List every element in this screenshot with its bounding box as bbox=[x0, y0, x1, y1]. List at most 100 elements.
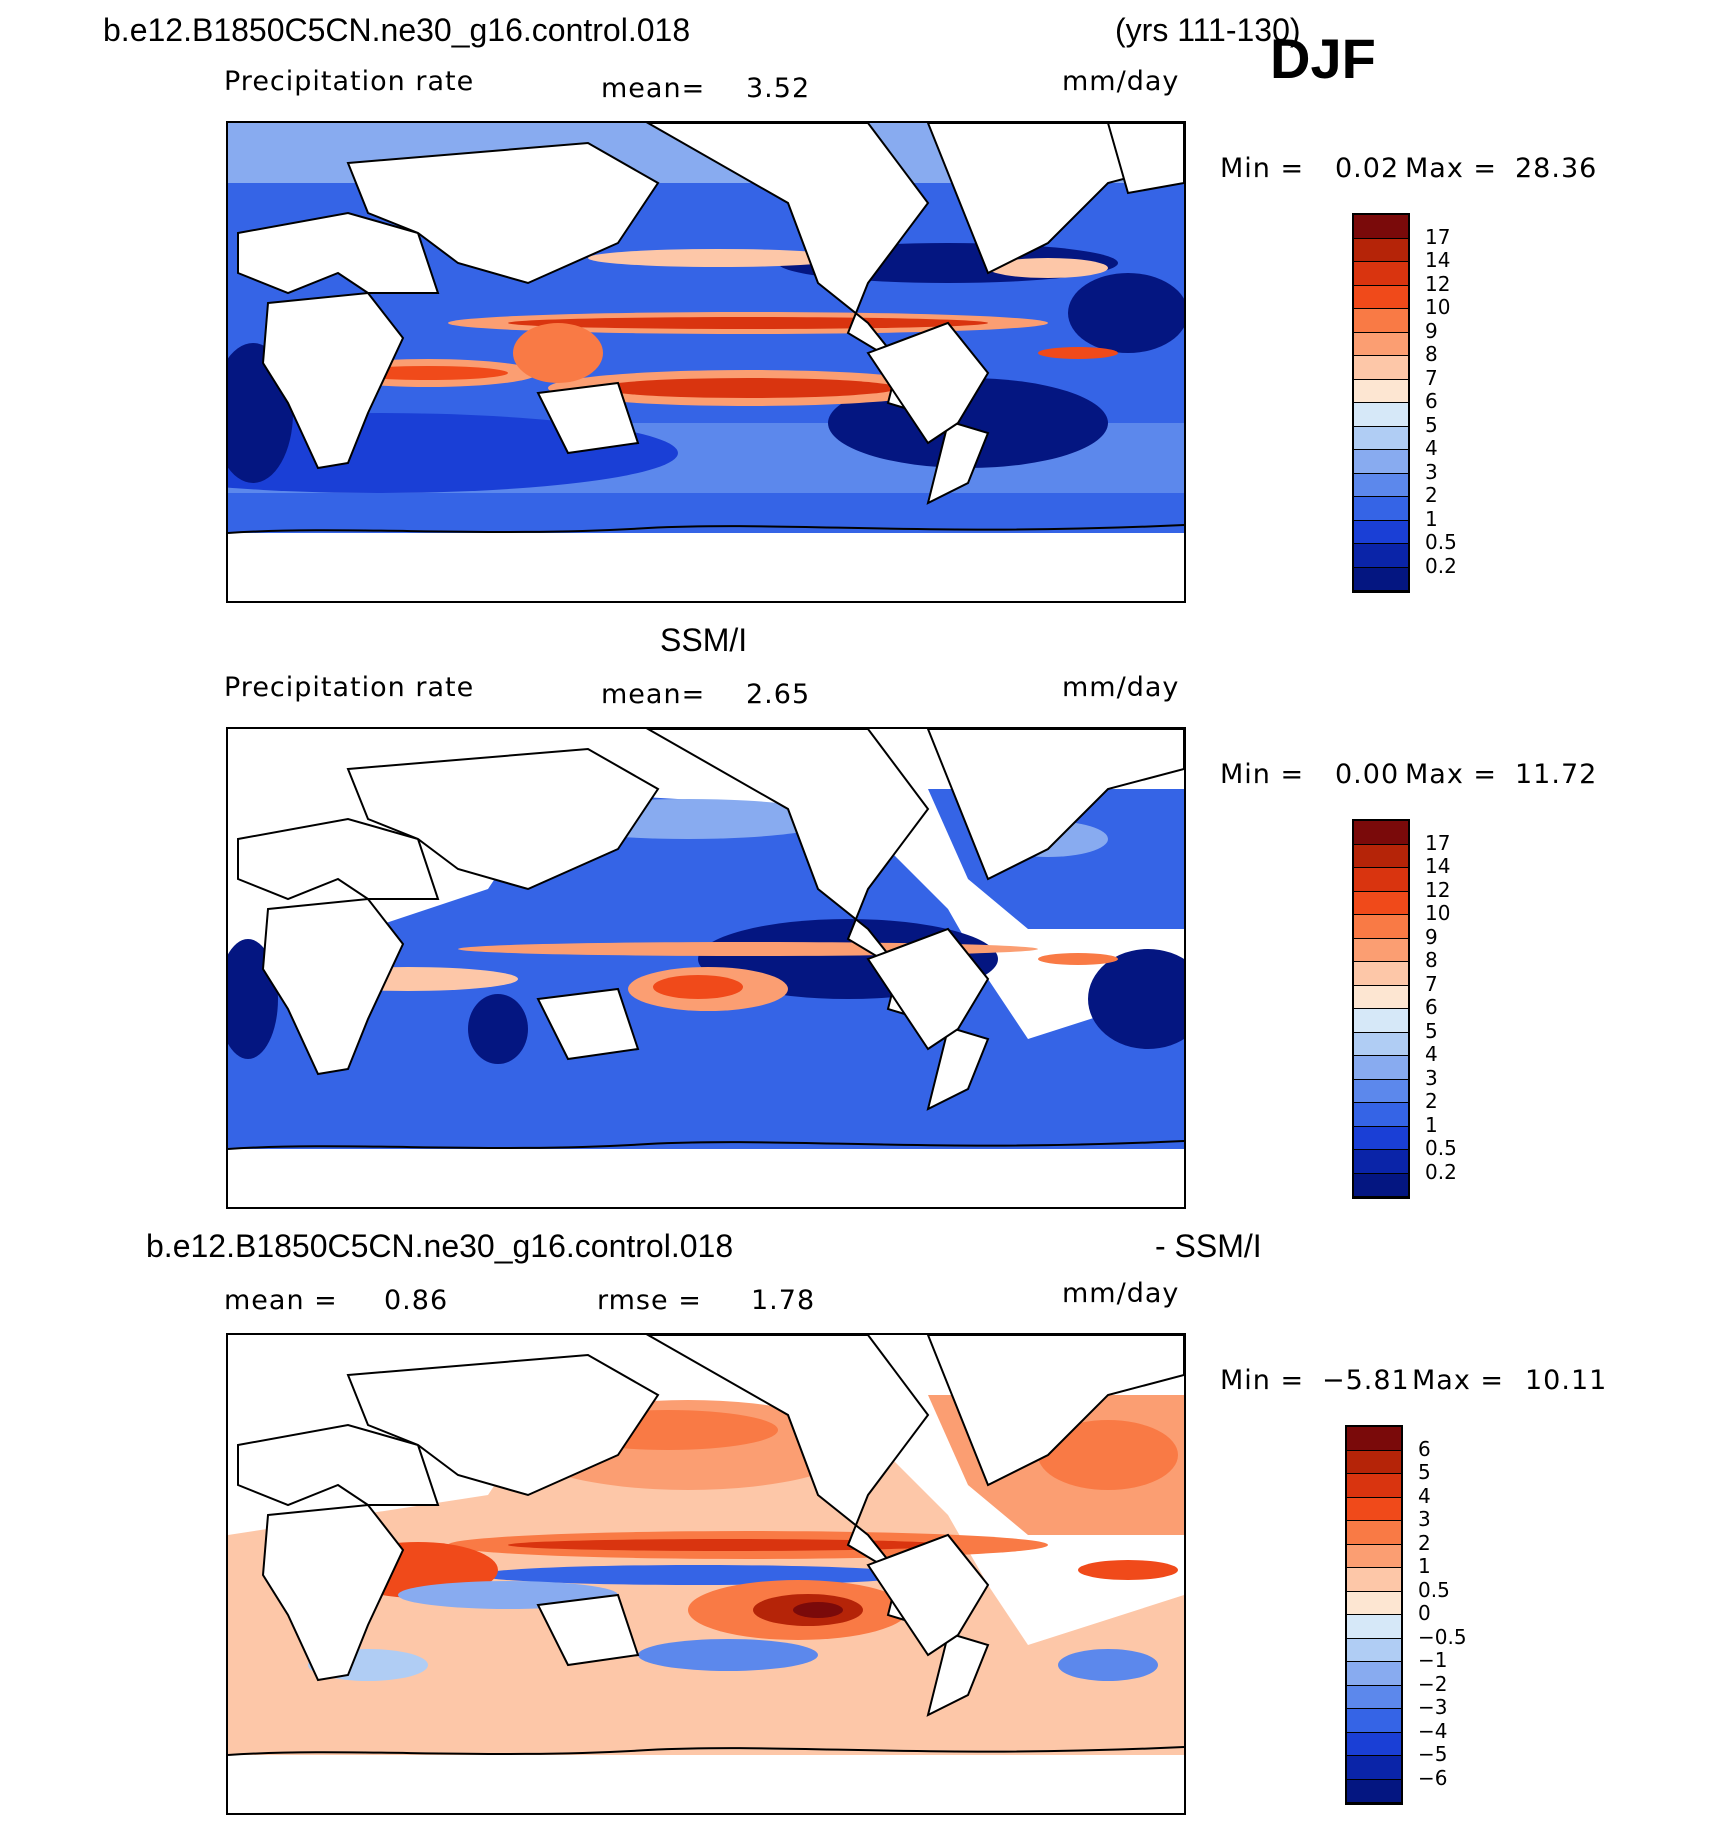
colorbar-tick-label: −2 bbox=[1418, 1671, 1448, 1696]
panel3-min-label: Min = bbox=[1220, 1365, 1305, 1396]
colorbar-segment bbox=[1354, 1103, 1408, 1127]
colorbar-segment bbox=[1354, 497, 1408, 521]
panel3-heading-right: - SSM/I bbox=[1155, 1228, 1262, 1264]
colorbar-tick-label: 0.2 bbox=[1425, 1159, 1457, 1184]
colorbar-tick-label: 0.5 bbox=[1418, 1577, 1450, 1602]
colorbar-tick-label: 0.5 bbox=[1425, 1136, 1457, 1160]
colorbar-segment bbox=[1347, 1615, 1401, 1639]
colorbar-segment bbox=[1354, 285, 1408, 309]
colorbar-segment bbox=[1354, 1079, 1408, 1103]
colorbar-tick-label: 1 bbox=[1418, 1554, 1431, 1578]
colorbar-segment bbox=[1354, 1032, 1408, 1056]
colorbar-segment bbox=[1347, 1591, 1401, 1615]
panel2-min-label: Min = bbox=[1220, 759, 1305, 790]
colorbar-tick-label: 6 bbox=[1425, 995, 1438, 1019]
colorbar-segment bbox=[1347, 1756, 1401, 1780]
colorbar-tick-label: 9 bbox=[1425, 924, 1438, 949]
panel2-max-value: 11.72 bbox=[1515, 759, 1598, 790]
colorbar-tick-label: 17 bbox=[1425, 224, 1451, 249]
panel1-map bbox=[226, 121, 1186, 603]
colorbar-segment bbox=[1347, 1474, 1401, 1498]
colorbar-tick-label: 12 bbox=[1425, 271, 1451, 296]
colorbar-tick-label: 3 bbox=[1418, 1507, 1431, 1531]
colorbar-tick-label: 14 bbox=[1425, 854, 1451, 878]
panel2-variable-label: Precipitation rate bbox=[224, 672, 475, 703]
colorbar-segment bbox=[1347, 1544, 1401, 1568]
colorbar-tick-label: 5 bbox=[1418, 1460, 1431, 1484]
panel1-max-value: 28.36 bbox=[1515, 153, 1598, 184]
colorbar-tick-label: 6 bbox=[1418, 1436, 1431, 1461]
panel1-max-label: Max = bbox=[1405, 153, 1498, 184]
colorbar-segment bbox=[1354, 379, 1408, 403]
panel3-map-svg bbox=[228, 1335, 1184, 1813]
panel1-mean-label: mean= bbox=[601, 73, 706, 104]
colorbar-segment bbox=[1354, 868, 1408, 892]
colorbar-tick-label: 5 bbox=[1425, 1018, 1438, 1043]
colorbar-segment bbox=[1354, 962, 1408, 986]
colorbar-segment bbox=[1354, 215, 1408, 239]
colorbar-tick-label: 1 bbox=[1425, 506, 1438, 531]
colorbar-segment bbox=[1354, 473, 1408, 497]
panel1-mean-value: 3.52 bbox=[746, 73, 811, 104]
colorbar-segment bbox=[1354, 938, 1408, 962]
colorbar-segment bbox=[1347, 1497, 1401, 1521]
panel1-min-label: Min = bbox=[1220, 153, 1305, 184]
colorbar-segment bbox=[1354, 262, 1408, 286]
colorbar-tick-label: −6 bbox=[1418, 1765, 1448, 1790]
colorbar-tick-label: 2 bbox=[1425, 1089, 1438, 1113]
colorbar-segment bbox=[1347, 1732, 1401, 1756]
panel2-mean-label: mean= bbox=[601, 679, 706, 710]
colorbar-segment bbox=[1354, 332, 1408, 356]
colorbar-segment bbox=[1354, 1150, 1408, 1174]
panel2-units: mm/day bbox=[1062, 672, 1180, 703]
colorbar-segment bbox=[1354, 891, 1408, 915]
colorbar-tick-label: 12 bbox=[1425, 877, 1451, 902]
colorbar-segment bbox=[1347, 1685, 1401, 1709]
colorbar-tick-label: 14 bbox=[1425, 248, 1451, 272]
colorbar-tick-label: 0.2 bbox=[1425, 553, 1457, 578]
colorbar-tick-label: 0 bbox=[1418, 1601, 1431, 1625]
panel1-units: mm/day bbox=[1062, 66, 1180, 97]
colorbar-segment bbox=[1347, 1709, 1401, 1733]
panel2-min-value: 0.00 bbox=[1335, 759, 1400, 790]
colorbar-tick-label: −3 bbox=[1418, 1695, 1448, 1719]
colorbar-tick-label: 8 bbox=[1425, 342, 1438, 366]
case-title: b.e12.B1850C5CN.ne30_g16.control.018 bbox=[103, 12, 691, 48]
colorbar-tick-label: 2 bbox=[1425, 483, 1438, 507]
colorbar-tick-label: 7 bbox=[1425, 365, 1438, 390]
colorbar-tick-label: −5 bbox=[1418, 1742, 1448, 1766]
season-label: DJF bbox=[1270, 27, 1376, 90]
panel1-colorbar bbox=[1352, 213, 1410, 593]
colorbar-segment bbox=[1347, 1638, 1401, 1662]
colorbar-segment bbox=[1354, 1009, 1408, 1033]
colorbar-tick-label: 17 bbox=[1425, 830, 1451, 855]
colorbar-tick-label: −1 bbox=[1418, 1648, 1448, 1672]
panel1-min-value: 0.02 bbox=[1335, 153, 1400, 184]
colorbar-tick-label: 6 bbox=[1425, 389, 1438, 413]
colorbar-tick-label: 4 bbox=[1425, 1042, 1438, 1066]
colorbar-segment bbox=[1354, 238, 1408, 262]
panel2-heading: SSM/I bbox=[660, 622, 748, 658]
colorbar-segment bbox=[1354, 1126, 1408, 1150]
colorbar-segment bbox=[1354, 915, 1408, 939]
colorbar-segment bbox=[1347, 1427, 1401, 1451]
panel3-map bbox=[226, 1333, 1186, 1815]
colorbar-tick-label: 2 bbox=[1418, 1530, 1431, 1555]
panel2-colorbar bbox=[1352, 819, 1410, 1199]
colorbar-segment bbox=[1347, 1568, 1401, 1592]
panel2-max-label: Max = bbox=[1405, 759, 1498, 790]
colorbar-segment bbox=[1347, 1779, 1401, 1803]
colorbar-segment bbox=[1354, 450, 1408, 474]
colorbar-tick-label: 3 bbox=[1425, 459, 1438, 484]
colorbar-segment bbox=[1354, 985, 1408, 1009]
colorbar-segment bbox=[1354, 1173, 1408, 1197]
colorbar-segment bbox=[1354, 356, 1408, 380]
colorbar-tick-label: 7 bbox=[1425, 971, 1438, 996]
colorbar-segment bbox=[1354, 403, 1408, 427]
panel3-heading-left: b.e12.B1850C5CN.ne30_g16.control.018 bbox=[146, 1228, 734, 1264]
panel3-units: mm/day bbox=[1062, 1278, 1180, 1309]
colorbar-segment bbox=[1354, 821, 1408, 845]
colorbar-segment bbox=[1354, 567, 1408, 591]
panel3-mean-value: 0.86 bbox=[384, 1285, 449, 1316]
colorbar-tick-label: 5 bbox=[1425, 412, 1438, 437]
